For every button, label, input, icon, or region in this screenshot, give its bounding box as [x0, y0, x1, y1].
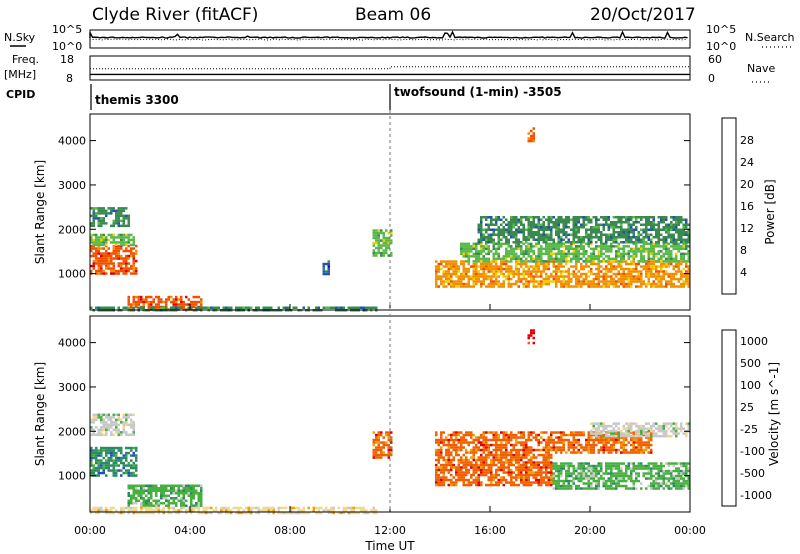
data-region	[590, 422, 690, 438]
data-region	[552, 462, 690, 490]
colorbar-tick-label: 12	[740, 222, 754, 235]
nave-line	[90, 66, 690, 70]
cpid-label: CPID	[6, 88, 35, 101]
colorbar-frame	[721, 117, 737, 295]
colorbar-tick-label: 25	[740, 401, 754, 414]
colorbar-tick-label: 16	[740, 200, 754, 213]
y-tick-label: 1000	[58, 470, 86, 483]
data-region	[90, 506, 378, 515]
y-tick-label: 4000	[58, 135, 86, 148]
y-tick-label: 4000	[58, 337, 86, 350]
nsearch-tick-top: 10^5	[706, 23, 736, 36]
colorbar-tick-label: 24	[740, 156, 754, 169]
power-y-axis: 1000 2000 3000 4000	[58, 135, 690, 281]
y-tick-label: 2000	[58, 425, 86, 438]
freq-tick-bottom: 8	[66, 72, 73, 85]
nsky-tick-top: 10^5	[52, 23, 82, 36]
nsky-line	[89, 30, 688, 39]
colorbar-tick-label: 100	[740, 379, 761, 392]
data-region	[90, 233, 135, 247]
freq-panel-frame	[89, 55, 691, 81]
freq-tick-top: 18	[60, 53, 74, 66]
colorbar-frame	[721, 329, 737, 507]
freq-label: Freq.	[12, 53, 39, 66]
nsearch-tick-bottom: 10^0	[706, 40, 736, 53]
colorbar-tick-label: -25	[740, 423, 758, 436]
data-region	[322, 260, 330, 276]
data-region	[435, 431, 553, 487]
velocity-colorbar: 1000 500 100 25 -25 -100 -500 -1000	[721, 329, 772, 507]
x-tick-label: 04:00	[174, 524, 206, 537]
velocity-colorbar-label: Velocity [m s^-1]	[767, 362, 781, 466]
velocity-ylabel: Slant Range [km]	[33, 362, 47, 466]
colorbar-tick-label: -1000	[740, 489, 772, 502]
time-x-axis: 00:00 04:00 08:00 12:00 16:00 20:00 00:00	[74, 304, 706, 537]
velocity-y-axis: 1000 2000 3000 4000	[58, 337, 690, 483]
colorbar-tick-label: 4	[740, 266, 747, 279]
power-colorbar-label: Power [dB]	[763, 179, 777, 244]
xaxis-label: Time UT	[364, 539, 415, 553]
nsky-tick-bottom: 10^0	[52, 40, 82, 53]
colorbar-tick-label: 28	[740, 134, 754, 147]
data-region	[90, 244, 138, 275]
x-tick-label: 00:00	[674, 524, 706, 537]
colorbar-tick-label: 1000	[740, 335, 768, 348]
data-region	[527, 127, 535, 143]
x-tick-label: 08:00	[274, 524, 306, 537]
x-tick-label: 00:00	[74, 524, 106, 537]
power-colorbar: 4 8 12 16 20 24 28	[721, 117, 754, 295]
nsearch-line	[89, 38, 688, 41]
data-region	[372, 229, 393, 257]
data-region	[90, 306, 378, 312]
data-region	[90, 413, 135, 437]
power-ylabel: Slant Range [km]	[33, 160, 47, 264]
x-tick-label: 12:00	[374, 524, 406, 537]
colorbar-tick-label: -100	[740, 445, 765, 458]
colorbar-tick-label: -500	[740, 467, 765, 480]
data-region	[477, 216, 690, 244]
data-region	[90, 207, 130, 228]
date-title: 20/Oct/2017	[590, 5, 696, 25]
nsearch-label: N.Search	[745, 31, 795, 44]
cpid-mode-2: twofsound (1-min) -3505	[394, 85, 562, 99]
colorbar-tick-label: 8	[740, 244, 747, 257]
station-title: Clyde River (fitACF)	[92, 5, 258, 25]
y-tick-label: 2000	[58, 223, 86, 236]
data-region	[435, 260, 690, 288]
data-region	[372, 431, 393, 459]
y-tick-label: 3000	[58, 381, 86, 394]
nsky-panel-frame	[89, 29, 691, 49]
data-region	[527, 329, 535, 345]
beam-title: Beam 06	[355, 5, 431, 25]
data-region	[460, 242, 690, 263]
nave-tick-top: 60	[708, 53, 722, 66]
cpid-mode-1: themis 3300	[95, 93, 179, 107]
nsky-label: N.Sky	[4, 31, 36, 44]
data-region	[90, 446, 138, 477]
colorbar-tick-label: 500	[740, 357, 761, 370]
velocity-heatmap	[90, 329, 690, 515]
x-tick-label: 16:00	[474, 524, 506, 537]
y-tick-label: 3000	[58, 179, 86, 192]
colorbar-tick-label: 20	[740, 178, 754, 191]
nave-tick-bottom: 0	[708, 72, 715, 85]
freq-unit: [MHz]	[4, 68, 36, 81]
nave-label: Nave	[747, 62, 775, 75]
data-region	[127, 484, 203, 507]
x-tick-label: 20:00	[574, 524, 606, 537]
y-tick-label: 1000	[58, 268, 86, 281]
